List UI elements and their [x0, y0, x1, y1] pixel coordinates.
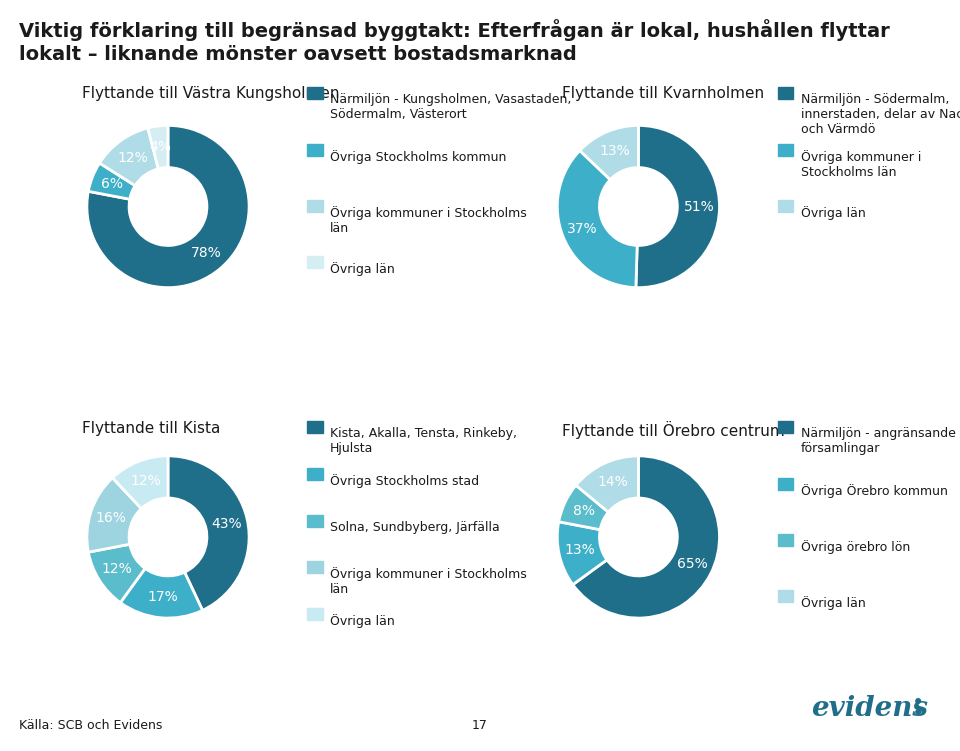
Text: 65%: 65%	[677, 557, 708, 572]
Text: Övriga Stockholms stad: Övriga Stockholms stad	[330, 474, 479, 488]
Text: Flyttande till Kista: Flyttande till Kista	[82, 421, 220, 436]
Text: 17%: 17%	[147, 590, 178, 604]
Wedge shape	[100, 128, 158, 185]
Wedge shape	[112, 456, 168, 508]
Text: Källa: SCB och Evidens: Källa: SCB och Evidens	[19, 719, 162, 732]
Text: 13%: 13%	[599, 144, 630, 158]
Text: Flyttande till Örebro centrum: Flyttande till Örebro centrum	[562, 421, 784, 439]
Text: 16%: 16%	[95, 511, 126, 525]
Text: 12%: 12%	[131, 474, 161, 488]
Text: Närmiljön - angränsande
församlingar: Närmiljön - angränsande församlingar	[801, 427, 955, 455]
Text: 12%: 12%	[117, 151, 148, 164]
Text: Övriga län: Övriga län	[801, 206, 865, 220]
Wedge shape	[559, 485, 609, 529]
Text: 14%: 14%	[597, 475, 628, 490]
Text: Övriga Stockholms kommun: Övriga Stockholms kommun	[330, 149, 507, 164]
Text: Övriga län: Övriga län	[801, 596, 865, 611]
Text: 13%: 13%	[564, 543, 595, 557]
Text: 8%: 8%	[573, 504, 595, 518]
Wedge shape	[87, 125, 249, 288]
Text: 37%: 37%	[567, 222, 598, 237]
Text: 12%: 12%	[102, 562, 132, 576]
Text: 43%: 43%	[211, 517, 242, 531]
Text: Solna, Sundbyberg, Järfälla: Solna, Sundbyberg, Järfälla	[330, 520, 500, 534]
Wedge shape	[148, 125, 168, 169]
Text: 78%: 78%	[191, 246, 222, 260]
Text: Övriga kommuner i Stockholms
län: Övriga kommuner i Stockholms län	[330, 567, 527, 596]
Text: Övriga kommuner i Stockholms
län: Övriga kommuner i Stockholms län	[330, 206, 527, 235]
Wedge shape	[88, 163, 135, 199]
Text: Viktig förklaring till begränsad byggtakt: Efterfrågan är lokal, hushållen flytt: Viktig förklaring till begränsad byggtak…	[19, 19, 890, 41]
Wedge shape	[120, 569, 203, 618]
Text: 4%: 4%	[150, 140, 172, 153]
Wedge shape	[558, 150, 637, 288]
Text: 17: 17	[472, 719, 488, 732]
Wedge shape	[87, 478, 141, 552]
Wedge shape	[573, 456, 719, 618]
Text: Övriga kommuner i
Stockholms län: Övriga kommuner i Stockholms län	[801, 149, 921, 179]
Text: Flyttande till Kvarnholmen: Flyttande till Kvarnholmen	[562, 86, 764, 101]
Text: Närmiljön - Kungsholmen, Vasastaden,
Södermalm, Västerort: Närmiljön - Kungsholmen, Vasastaden, Söd…	[330, 93, 571, 121]
Wedge shape	[576, 456, 638, 512]
Wedge shape	[580, 125, 638, 179]
Wedge shape	[168, 456, 249, 611]
Wedge shape	[88, 544, 145, 602]
Text: Närmiljön - Södermalm,
innerstaden, delar av Nacka
och Värmdö: Närmiljön - Södermalm, innerstaden, dela…	[801, 93, 960, 136]
Text: Flyttande till Västra Kungsholmen: Flyttande till Västra Kungsholmen	[82, 86, 339, 101]
Text: Övriga Örebro kommun: Övriga Örebro kommun	[801, 484, 948, 498]
Text: Övriga län: Övriga län	[330, 614, 395, 628]
Text: Kista, Akalla, Tensta, Rinkeby,
Hjulsta: Kista, Akalla, Tensta, Rinkeby, Hjulsta	[330, 427, 517, 455]
Wedge shape	[558, 522, 607, 584]
Text: lokalt – liknande mönster oavsett bostadsmarknad: lokalt – liknande mönster oavsett bostad…	[19, 45, 577, 64]
Text: 6%: 6%	[101, 177, 123, 192]
Text: evidens: evidens	[811, 695, 928, 722]
Text: Övriga örebro lön: Övriga örebro lön	[801, 540, 910, 554]
Text: 51%: 51%	[684, 201, 714, 215]
Text: Övriga län: Övriga län	[330, 262, 395, 276]
Text: :: :	[912, 689, 924, 722]
Wedge shape	[636, 125, 719, 288]
